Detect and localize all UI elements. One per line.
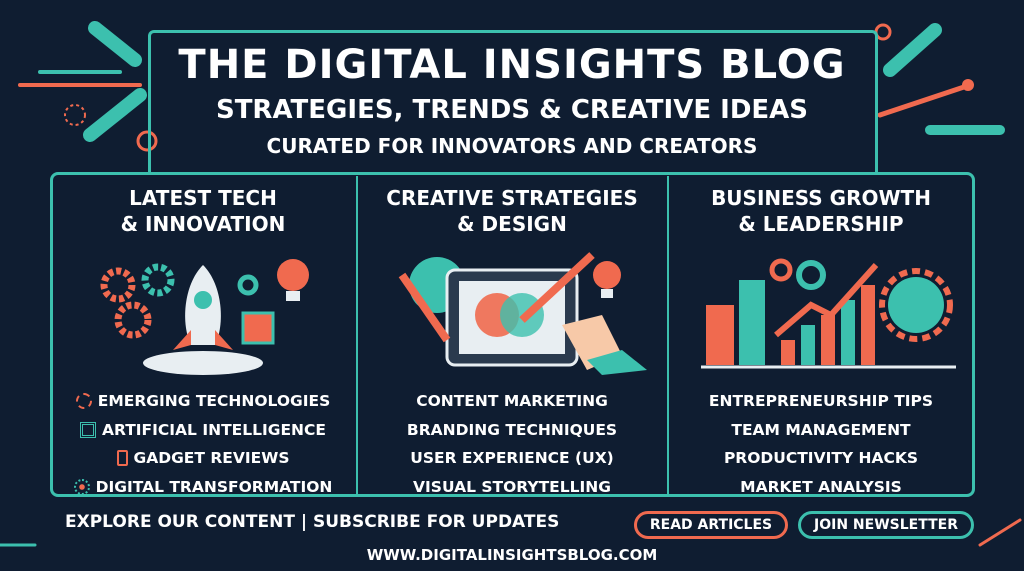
tablet-drawing-illustration bbox=[398, 252, 647, 375]
topic-list: CONTENT MARKETING BRANDING TECHNIQUES US… bbox=[362, 387, 662, 501]
list-item[interactable]: BRANDING TECHNIQUES bbox=[362, 416, 662, 445]
website-url[interactable]: WWW.DIGITALINSIGHTSBLOG.COM bbox=[366, 546, 658, 564]
column-heading: & LEADERSHIP bbox=[738, 212, 904, 236]
divider bbox=[356, 176, 358, 494]
list-item-label: TEAM MANAGEMENT bbox=[731, 420, 911, 439]
gear-icon bbox=[75, 393, 92, 410]
list-item[interactable]: EMERGING TECHNOLOGIES bbox=[53, 387, 353, 416]
list-item-label: ARTIFICIAL INTELLIGENCE bbox=[101, 420, 326, 439]
list-item-label: EMERGING TECHNOLOGIES bbox=[97, 392, 331, 410]
phone-icon bbox=[116, 450, 128, 467]
column-creative: CREATIVE STRATEGIES & DESIGN CONTENT MARK… bbox=[362, 185, 662, 501]
column-heading: BUSINESS GROWTH bbox=[711, 186, 931, 210]
column-heading: CREATIVE STRATEGIES bbox=[386, 186, 638, 210]
blog-subtitle: STRATEGIES, TRENDS & CREATIVE IDEAS bbox=[215, 95, 809, 125]
column-tech: LATEST TECH & INNOVATION EMERGING TECHNOL… bbox=[53, 185, 353, 501]
blog-tagline: CURATED FOR INNOVATORS AND CREATORS bbox=[266, 134, 758, 158]
column-heading: & DESIGN bbox=[457, 212, 567, 236]
read-articles-button[interactable]: READ ARTICLES bbox=[634, 511, 788, 539]
list-item[interactable]: MARKET ANALYSIS bbox=[671, 473, 971, 502]
join-newsletter-button[interactable]: JOIN NEWSLETTER bbox=[798, 511, 974, 539]
list-item[interactable]: DIGITAL TRANSFORMATION bbox=[53, 473, 353, 502]
list-item-label: CONTENT MARKETING bbox=[416, 392, 608, 410]
list-item-label: GADGET REVIEWS bbox=[133, 449, 290, 467]
topic-list: EMERGING TECHNOLOGIES ARTIFICIAL INTELLI… bbox=[53, 387, 353, 501]
list-item[interactable]: CONTENT MARKETING bbox=[362, 387, 662, 416]
column-heading: LATEST TECH bbox=[129, 186, 277, 210]
topic-list: ENTREPRENEURSHIP TIPS TEAM MANAGEMENT PR… bbox=[671, 387, 971, 501]
title-frame bbox=[148, 30, 878, 172]
explore-text: EXPLORE OUR CONTENT | SUBSCRIBE FOR UPDA… bbox=[65, 512, 560, 532]
column-heading: & INNOVATION bbox=[120, 212, 286, 236]
divider bbox=[667, 176, 669, 494]
column-business: BUSINESS GROWTH & LEADERSHIP ENTREPRENEUR… bbox=[671, 185, 971, 501]
list-item[interactable]: ARTIFICIAL INTELLIGENCE bbox=[53, 416, 353, 445]
blog-title: THE DIGITAL INSIGHTS BLOG bbox=[178, 42, 846, 88]
list-item-label: VISUAL STORYTELLING bbox=[413, 477, 611, 496]
list-item-label: DIGITAL TRANSFORMATION bbox=[95, 477, 333, 496]
chip-icon bbox=[79, 421, 96, 438]
list-item[interactable]: VISUAL STORYTELLING bbox=[362, 473, 662, 502]
list-item-label: ENTREPRENEURSHIP TIPS bbox=[708, 392, 934, 410]
rocket-illustration bbox=[100, 259, 309, 375]
list-item[interactable]: USER EXPERIENCE (UX) bbox=[362, 444, 662, 473]
list-item[interactable]: ENTREPRENEURSHIP TIPS bbox=[671, 387, 971, 416]
network-icon bbox=[73, 478, 90, 495]
growth-chart-illustration bbox=[701, 258, 956, 369]
list-item[interactable]: PRODUCTIVITY HACKS bbox=[671, 444, 971, 473]
list-item-label: MARKET ANALYSIS bbox=[740, 477, 902, 496]
categories-panel bbox=[50, 172, 975, 497]
list-item[interactable]: TEAM MANAGEMENT bbox=[671, 416, 971, 445]
list-item-label: BRANDING TECHNIQUES bbox=[406, 420, 618, 439]
list-item-label: USER EXPERIENCE (UX) bbox=[410, 449, 614, 467]
list-item[interactable]: GADGET REVIEWS bbox=[53, 444, 353, 473]
list-item-label: PRODUCTIVITY HACKS bbox=[723, 449, 919, 467]
